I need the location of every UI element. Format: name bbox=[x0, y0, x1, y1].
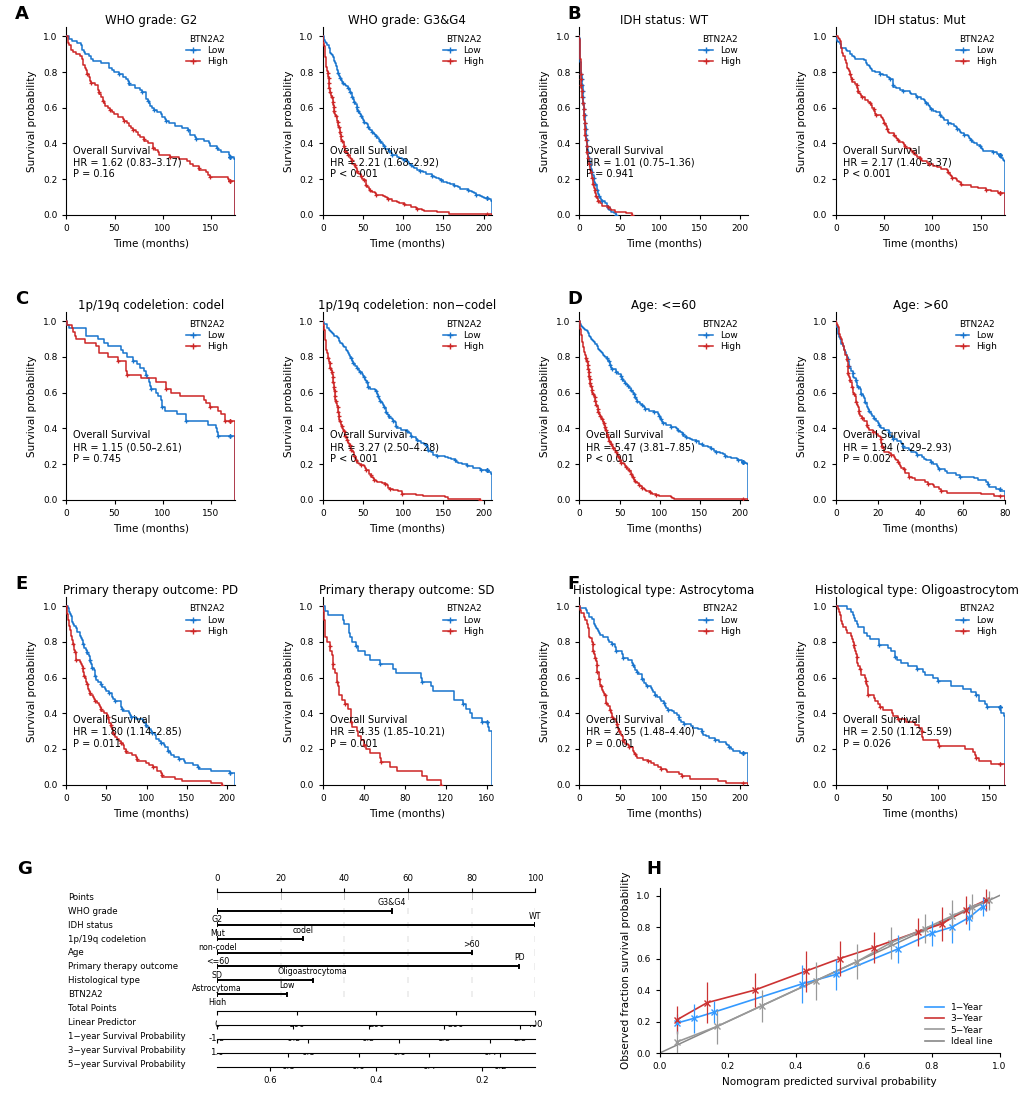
Legend: 1−Year, 3−Year, 5−Year, Ideal line: 1−Year, 3−Year, 5−Year, Ideal line bbox=[922, 1000, 995, 1049]
Text: Astrocytoma: Astrocytoma bbox=[193, 984, 242, 994]
Text: 3−year Survival Probability: 3−year Survival Probability bbox=[68, 1045, 185, 1054]
Text: <=60: <=60 bbox=[206, 957, 228, 965]
Text: Histological type: Histological type bbox=[68, 976, 141, 985]
X-axis label: Time (months): Time (months) bbox=[112, 238, 189, 248]
Y-axis label: Survival probability: Survival probability bbox=[796, 641, 806, 742]
Legend: Low, High: Low, High bbox=[696, 317, 743, 353]
Title: IDH status: Mut: IDH status: Mut bbox=[873, 14, 965, 27]
Text: 1−year Survival Probability: 1−year Survival Probability bbox=[68, 1032, 185, 1041]
Text: Overall Survival
HR = 1.94 (1.29–2.93)
P = 0.002: Overall Survival HR = 1.94 (1.29–2.93) P… bbox=[842, 430, 951, 464]
Title: Age: >60: Age: >60 bbox=[892, 299, 947, 313]
Text: C: C bbox=[15, 290, 29, 308]
Y-axis label: Survival probability: Survival probability bbox=[283, 355, 293, 456]
Y-axis label: Survival probability: Survival probability bbox=[540, 641, 550, 742]
Text: Overall Survival
HR = 2.21 (1.68–2.92)
P < 0.001: Overall Survival HR = 2.21 (1.68–2.92) P… bbox=[329, 146, 438, 179]
Title: Age: <=60: Age: <=60 bbox=[631, 299, 696, 313]
X-axis label: Time (months): Time (months) bbox=[881, 238, 958, 248]
Text: Overall Survival
HR = 2.55 (1.48–4.40)
P = 0.001: Overall Survival HR = 2.55 (1.48–4.40) P… bbox=[586, 715, 694, 748]
Text: WT: WT bbox=[528, 912, 541, 920]
Ideal line bbox=[732, 1010, 744, 1024]
Title: 1p/19q codeletion: non−codel: 1p/19q codeletion: non−codel bbox=[318, 299, 496, 313]
Text: Overall Survival
HR = 4.35 (1.85–10.21)
P = 0.001: Overall Survival HR = 4.35 (1.85–10.21) … bbox=[329, 715, 444, 748]
Legend: Low, High: Low, High bbox=[439, 602, 487, 638]
Text: Points: Points bbox=[68, 893, 94, 902]
X-axis label: Time (months): Time (months) bbox=[881, 808, 958, 818]
Text: B: B bbox=[567, 5, 580, 23]
Title: WHO grade: G2: WHO grade: G2 bbox=[105, 14, 197, 27]
Legend: Low, High: Low, High bbox=[696, 602, 743, 638]
Legend: Low, High: Low, High bbox=[439, 317, 487, 353]
Ideal line bbox=[827, 965, 840, 979]
Text: non-codel: non-codel bbox=[198, 942, 236, 952]
Title: WHO grade: G3&G4: WHO grade: G3&G4 bbox=[347, 14, 466, 27]
Title: Primary therapy outcome: SD: Primary therapy outcome: SD bbox=[319, 585, 494, 597]
Text: Total Points: Total Points bbox=[68, 1004, 117, 1013]
Title: Histological type: Oligoastrocytoma: Histological type: Oligoastrocytoma bbox=[814, 585, 1019, 597]
Y-axis label: Observed fraction survival probability: Observed fraction survival probability bbox=[620, 872, 630, 1070]
Y-axis label: Survival probability: Survival probability bbox=[28, 70, 38, 172]
Text: PD: PD bbox=[514, 953, 524, 962]
Text: Mut: Mut bbox=[210, 929, 224, 938]
Ideal line bbox=[718, 1016, 731, 1029]
X-axis label: Time (months): Time (months) bbox=[626, 523, 701, 533]
X-axis label: Time (months): Time (months) bbox=[626, 238, 701, 248]
Title: IDH status: WT: IDH status: WT bbox=[620, 14, 707, 27]
Title: Histological type: Astrocytoma: Histological type: Astrocytoma bbox=[573, 585, 754, 597]
Text: G3&G4: G3&G4 bbox=[377, 897, 406, 907]
Text: Overall Survival
HR = 5.47 (3.81–7.85)
P < 0.001: Overall Survival HR = 5.47 (3.81–7.85) P… bbox=[586, 430, 694, 464]
X-axis label: Time (months): Time (months) bbox=[112, 523, 189, 533]
X-axis label: Time (months): Time (months) bbox=[881, 523, 958, 533]
Text: Low: Low bbox=[279, 981, 294, 991]
X-axis label: Time (months): Time (months) bbox=[369, 523, 444, 533]
Text: High: High bbox=[208, 998, 226, 1007]
Ideal line bbox=[965, 902, 977, 915]
Text: Primary therapy outcome: Primary therapy outcome bbox=[68, 962, 178, 971]
Text: Overall Survival
HR = 1.80 (1.14–2.85)
P = 0.011: Overall Survival HR = 1.80 (1.14–2.85) P… bbox=[73, 715, 181, 748]
Legend: Low, High: Low, High bbox=[183, 317, 230, 353]
Title: Primary therapy outcome: PD: Primary therapy outcome: PD bbox=[63, 585, 238, 597]
Y-axis label: Survival probability: Survival probability bbox=[283, 70, 293, 172]
Ideal line bbox=[653, 1047, 665, 1060]
Text: G: G bbox=[17, 860, 33, 878]
Text: E: E bbox=[15, 575, 28, 592]
Text: F: F bbox=[567, 575, 579, 592]
Legend: Low, High: Low, High bbox=[952, 317, 1000, 353]
Text: Overall Survival
HR = 3.27 (2.50–4.28)
P < 0.001: Overall Survival HR = 3.27 (2.50–4.28) P… bbox=[329, 430, 438, 464]
Y-axis label: Survival probability: Survival probability bbox=[28, 355, 38, 456]
Text: Overall Survival
HR = 2.50 (1.12–5.59)
P = 0.026: Overall Survival HR = 2.50 (1.12–5.59) P… bbox=[842, 715, 951, 748]
Text: A: A bbox=[15, 5, 30, 23]
Ideal line bbox=[993, 889, 1005, 902]
Text: SD: SD bbox=[212, 971, 222, 980]
Text: Overall Survival
HR = 2.17 (1.40–3.37)
P < 0.001: Overall Survival HR = 2.17 (1.40–3.37) P… bbox=[842, 146, 951, 179]
Text: BTN2A2: BTN2A2 bbox=[68, 991, 103, 999]
Text: G2: G2 bbox=[212, 915, 222, 924]
Y-axis label: Survival probability: Survival probability bbox=[540, 355, 550, 456]
Text: Oligoastrocytoma: Oligoastrocytoma bbox=[277, 968, 347, 976]
Text: WHO grade: WHO grade bbox=[68, 907, 118, 916]
Title: 1p/19q codeletion: codel: 1p/19q codeletion: codel bbox=[77, 299, 223, 313]
Y-axis label: Survival probability: Survival probability bbox=[540, 70, 550, 172]
Text: D: D bbox=[567, 290, 582, 308]
Legend: Low, High: Low, High bbox=[439, 32, 487, 69]
Legend: Low, High: Low, High bbox=[952, 32, 1000, 69]
X-axis label: Time (months): Time (months) bbox=[369, 238, 444, 248]
X-axis label: Nomogram predicted survival probability: Nomogram predicted survival probability bbox=[721, 1076, 936, 1087]
Text: Linear Predictor: Linear Predictor bbox=[68, 1018, 137, 1027]
Legend: Low, High: Low, High bbox=[952, 602, 1000, 638]
Text: >60: >60 bbox=[463, 939, 479, 949]
X-axis label: Time (months): Time (months) bbox=[626, 808, 701, 818]
Ideal line bbox=[975, 897, 987, 911]
Text: H: H bbox=[646, 860, 660, 878]
Text: codel: codel bbox=[292, 926, 313, 935]
Text: Overall Survival
HR = 1.01 (0.75–1.36)
P = 0.941: Overall Survival HR = 1.01 (0.75–1.36) P… bbox=[586, 146, 694, 179]
Text: 5−year Survival Probability: 5−year Survival Probability bbox=[68, 1060, 185, 1068]
Y-axis label: Survival probability: Survival probability bbox=[28, 641, 38, 742]
Text: Overall Survival
HR = 1.62 (0.83–3.17)
P = 0.16: Overall Survival HR = 1.62 (0.83–3.17) P… bbox=[73, 146, 181, 179]
Line: Ideal line: Ideal line bbox=[659, 895, 999, 1053]
X-axis label: Time (months): Time (months) bbox=[112, 808, 189, 818]
X-axis label: Time (months): Time (months) bbox=[369, 808, 444, 818]
Y-axis label: Survival probability: Survival probability bbox=[796, 355, 806, 456]
Text: Overall Survival
HR = 1.15 (0.50–2.61)
P = 0.745: Overall Survival HR = 1.15 (0.50–2.61) P… bbox=[73, 430, 181, 464]
Legend: Low, High: Low, High bbox=[696, 32, 743, 69]
Y-axis label: Survival probability: Survival probability bbox=[283, 641, 293, 742]
